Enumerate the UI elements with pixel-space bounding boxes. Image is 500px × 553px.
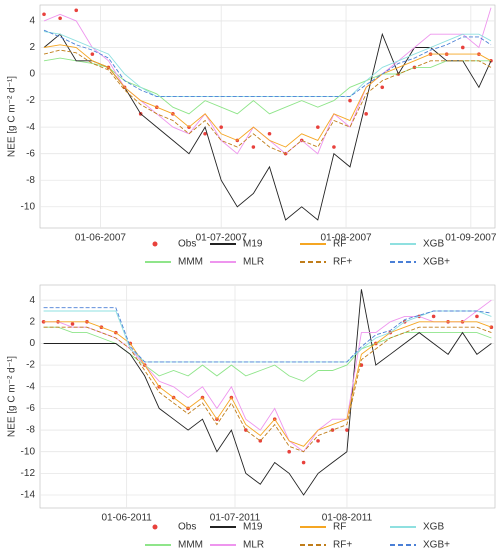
x-tick-label: 01-07-2011 — [210, 513, 261, 524]
obs-point — [70, 322, 75, 326]
y-tick-label: -10 — [21, 446, 36, 457]
legend-label: RF — [333, 239, 346, 250]
obs-point — [460, 45, 465, 50]
legend-label: XGB — [423, 522, 444, 533]
legend-label: M19 — [243, 522, 263, 533]
x-tick-label: 01-08-2007 — [320, 233, 372, 244]
x-tick-label: 01-09-2007 — [445, 233, 497, 244]
obs-point — [90, 52, 95, 56]
legend-label: XGB+ — [423, 257, 450, 268]
y-tick-label: 4 — [29, 295, 35, 306]
y-tick-label: 0 — [29, 338, 35, 349]
legend-label: M19 — [243, 239, 263, 250]
legend-label: RF+ — [333, 257, 352, 268]
y-tick-label: -4 — [26, 122, 35, 133]
plot-area — [39, 4, 496, 229]
series-line — [43, 307, 492, 363]
y-tick-label: 0 — [29, 69, 35, 80]
y-tick-label: -12 — [21, 468, 36, 479]
obs-point — [348, 98, 352, 103]
legend-label: Obs — [178, 239, 196, 250]
y-tick-label: -6 — [26, 403, 35, 414]
legend-label: MLR — [243, 540, 264, 551]
y-axis-title: NEE [g C m⁻² d⁻¹] — [7, 356, 18, 437]
legend-key — [152, 241, 158, 247]
y-tick-label: -6 — [26, 148, 35, 159]
y-axis-title: NEE [g C m⁻² d⁻¹] — [7, 76, 18, 157]
y-tick-label: -14 — [21, 490, 36, 501]
obs-point — [380, 85, 385, 90]
y-tick-label: 2 — [29, 316, 35, 327]
series-line — [43, 289, 492, 496]
obs-point — [316, 125, 320, 129]
obs-point — [364, 112, 368, 116]
obs-point — [58, 16, 62, 21]
y-tick-label: -8 — [26, 175, 35, 186]
y-tick-label: -10 — [21, 201, 36, 212]
obs-point — [74, 8, 79, 13]
series-line — [43, 29, 492, 98]
x-tick-label: 01-08-2011 — [322, 513, 373, 524]
series-line — [43, 310, 492, 363]
obs-point — [345, 428, 349, 432]
y-tick-label: 2 — [29, 42, 35, 53]
legend-key — [152, 524, 158, 530]
plot-area — [39, 284, 496, 509]
obs-point — [316, 439, 320, 443]
series-line — [43, 44, 492, 148]
y-tick-label: -8 — [26, 425, 35, 436]
obs-point — [251, 145, 256, 149]
legend-label: XGB+ — [423, 540, 450, 551]
legend-label: RF — [333, 522, 346, 533]
legend-label: MMM — [178, 540, 203, 551]
legend-label: MLR — [243, 257, 264, 268]
series-line — [43, 321, 492, 447]
series-line — [43, 57, 491, 115]
obs-point — [219, 125, 223, 129]
obs-point — [267, 131, 272, 136]
obs-point — [431, 314, 436, 319]
legend-label: XGB — [423, 239, 444, 250]
legend-label: RF+ — [333, 540, 352, 551]
legend-label: Obs — [178, 522, 196, 533]
series-line — [43, 49, 492, 155]
legend-label: MMM — [178, 257, 203, 268]
y-tick-label: -2 — [26, 360, 35, 371]
obs-point — [332, 145, 336, 149]
x-tick-label: 01-07-2007 — [196, 233, 248, 244]
y-tick-label: -2 — [26, 95, 35, 106]
obs-point — [287, 449, 291, 454]
obs-point — [301, 460, 306, 465]
x-tick-label: 01-06-2011 — [101, 513, 152, 524]
obs-point — [475, 314, 479, 319]
obs-point — [203, 131, 207, 136]
obs-point — [42, 12, 46, 17]
y-tick-label: -4 — [26, 381, 35, 392]
y-tick-label: 4 — [29, 16, 35, 27]
x-tick-label: 01-06-2007 — [75, 233, 127, 244]
